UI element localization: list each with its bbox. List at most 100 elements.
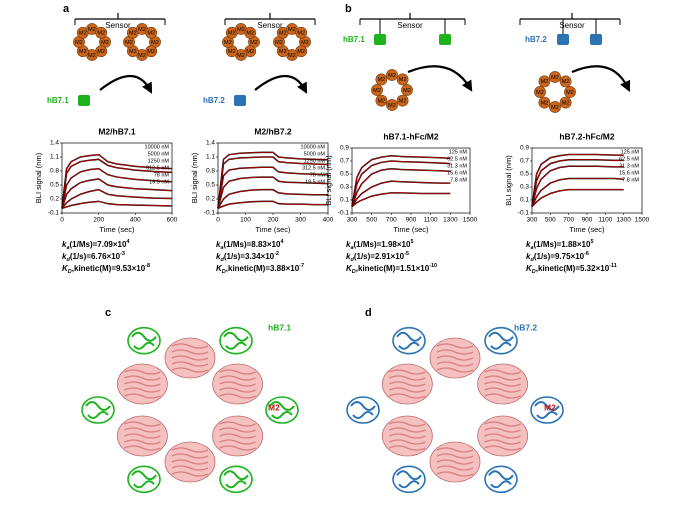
x-tick-label: 400 <box>323 217 334 224</box>
m2-label: M2 <box>224 40 232 46</box>
m2-label: M2 <box>246 31 254 37</box>
subscript: D <box>68 269 72 275</box>
y-tick-label: 0.3 <box>520 184 529 191</box>
beta-strand <box>219 375 256 381</box>
superscript: -8 <box>145 263 150 269</box>
beta-strand <box>219 445 256 451</box>
m2-subunit <box>538 96 551 109</box>
ligand-strand <box>350 401 376 419</box>
m2-label: M2 <box>79 49 87 55</box>
x-tick-label: 1500 <box>463 217 478 224</box>
x-tick-label: 1300 <box>616 217 631 224</box>
beta-strand <box>171 459 209 465</box>
kinetic-constant: kd(1/s)=2.91×10-5 <box>346 251 409 263</box>
y-tick-label: 0.7 <box>520 158 529 165</box>
fit-curve <box>531 165 624 207</box>
superscript: 4 <box>126 239 130 245</box>
concentration-label: 312.5 nM <box>302 165 325 171</box>
subscript: a <box>530 245 533 251</box>
panel-label: c <box>105 307 111 319</box>
m2-label: M2 <box>88 27 96 33</box>
concentration-label: 5000 nM <box>304 151 326 157</box>
y-tick-label: 1.4 <box>50 140 59 147</box>
text: (1/s)=6.76×10 <box>70 252 121 261</box>
m2-subunit <box>559 75 572 88</box>
ligand-strand <box>85 401 111 419</box>
arrow <box>99 75 153 94</box>
fit-curve <box>61 200 173 209</box>
beta-strand <box>484 445 521 451</box>
receptor-label: M2 <box>544 402 556 412</box>
beta-strand <box>171 343 209 349</box>
kinetic-constant: KD,kinetic(M)=3.88×10-7 <box>216 263 304 275</box>
arrow <box>571 65 631 92</box>
superscript: -5 <box>404 251 409 257</box>
m2-subunit <box>386 69 398 81</box>
concentration-label: 312.5 nM <box>146 165 169 171</box>
fit-curve <box>351 155 451 207</box>
beta-strand <box>436 361 474 367</box>
concentration-label: 7.8 nM <box>622 177 639 183</box>
beta-strand <box>389 439 426 445</box>
concentration-label: 7.8 nM <box>450 177 467 183</box>
concentration-label: 125 nM <box>621 149 640 155</box>
fit-curve <box>351 180 451 207</box>
m2-label: M2 <box>129 49 137 55</box>
chart-title: M2/hB7.1 <box>98 126 136 136</box>
y-tick-label: 0.1 <box>340 197 349 204</box>
m2-label: M2 <box>279 49 287 55</box>
y-tick-label: 1.4 <box>206 140 215 147</box>
ligand-strand <box>131 470 157 489</box>
beta-strand <box>124 439 161 445</box>
m2-subunit <box>375 94 388 107</box>
m2-label: M2 <box>297 31 305 37</box>
beta-strand <box>124 381 161 387</box>
sensor-label: Sensor <box>257 21 283 30</box>
ligand-label: hB7.1 <box>47 96 69 105</box>
fit-curve <box>61 168 173 209</box>
m2-subunit <box>564 86 576 98</box>
beta-strand <box>171 367 209 373</box>
x-axis-label: Time (sec) <box>393 225 429 234</box>
m2-label: M2 <box>275 40 283 46</box>
beta-strand <box>436 343 474 349</box>
ligand-label: hB7.1 <box>268 322 291 332</box>
y-tick-label: -0.1 <box>338 210 350 217</box>
beta-strand <box>484 439 521 445</box>
y-tick-label: 0.2 <box>50 196 59 203</box>
ligand-domain <box>392 465 426 494</box>
ligand-domain <box>484 326 518 355</box>
m2-label: M2 <box>566 90 574 96</box>
x-tick-label: 100 <box>240 217 251 224</box>
beta-strand <box>484 369 521 375</box>
m2-label: M2 <box>79 31 87 37</box>
concentration-label: 125 nM <box>449 149 468 155</box>
kinetic-constant: ka(1/Ms)=7.09×104 <box>62 239 130 251</box>
concentration-label: 1250 nM <box>304 158 326 164</box>
text: (1/Ms)=7.09×10 <box>70 240 127 249</box>
sensorgram <box>351 160 451 207</box>
m2-label: M2 <box>541 79 549 85</box>
m2-label: M2 <box>237 53 245 59</box>
symbol: k <box>346 240 351 249</box>
subscript: d <box>220 257 224 263</box>
symbol: K <box>216 264 223 273</box>
x-tick-label: 500 <box>545 217 556 224</box>
kinetic-constant: kd(1/s)=6.76×10-3 <box>62 251 125 263</box>
fit-curve <box>217 200 328 209</box>
ligand-strand <box>488 331 514 350</box>
x-tick-label: 200 <box>268 217 279 224</box>
fit-curve <box>217 189 328 209</box>
symbol: k <box>526 252 531 261</box>
y-tick-label: 0.5 <box>520 171 529 178</box>
ligand-strand <box>269 401 295 419</box>
x-axis-label: Time (sec) <box>255 225 291 234</box>
concentration-label: 1250 nM <box>148 158 170 164</box>
x-tick-label: 300 <box>295 217 306 224</box>
fit-curve <box>217 166 329 209</box>
fit-curve <box>351 192 451 207</box>
beta-strand <box>124 421 161 427</box>
beta-strand <box>171 355 209 361</box>
subscript: a <box>66 245 69 251</box>
symbol: k <box>62 252 67 261</box>
